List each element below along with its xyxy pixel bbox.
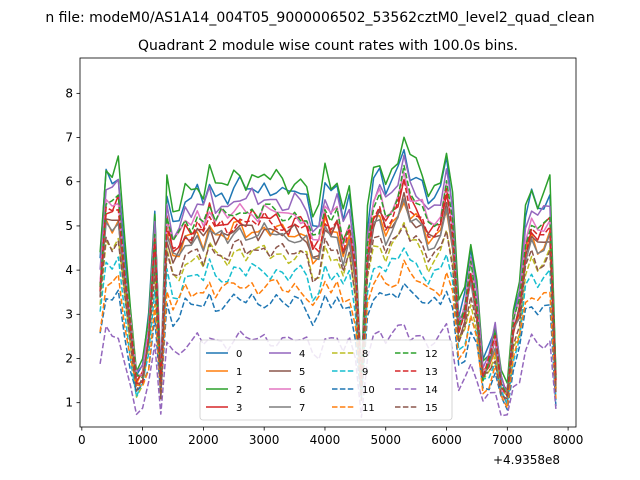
legend-label-12: 12 — [425, 349, 438, 360]
x-tick-label: 2000 — [188, 433, 219, 447]
y-tick-label: 6 — [65, 175, 73, 189]
legend-label-0: 0 — [236, 349, 242, 360]
legend-label-5: 5 — [299, 367, 305, 378]
y-tick-label: 3 — [65, 307, 73, 321]
plot-area: 0 1000 2000 3000 4000 5000 6000 7000 80001234567… — [65, 57, 584, 447]
legend-label-11: 11 — [362, 403, 375, 414]
legend-label-7: 7 — [299, 403, 305, 414]
y-tick-label: 8 — [65, 86, 73, 100]
series-line-10 — [99, 282, 557, 411]
legend-frame — [199, 339, 453, 421]
legend-label-9: 9 — [362, 367, 368, 378]
legend-label-10: 10 — [362, 385, 375, 396]
legend-label-14: 14 — [425, 385, 438, 396]
y-tick-label: 5 — [65, 219, 73, 233]
axes-frame — [79, 57, 577, 428]
legend-label-2: 2 — [236, 385, 242, 396]
legend-label-4: 4 — [299, 349, 305, 360]
x-tick-label: 5000 — [370, 433, 401, 447]
x-tick-label: 1000 — [127, 433, 158, 447]
series-line-9 — [99, 247, 557, 405]
legend-label-6: 6 — [299, 385, 305, 396]
x-tick-label: 7000 — [492, 433, 523, 447]
x-tick-label: 0 — [78, 433, 86, 447]
series-line-4 — [99, 154, 557, 399]
y-tick-label: 1 — [65, 396, 73, 410]
y-tick-label: 2 — [65, 352, 73, 366]
legend-label-1: 1 — [236, 367, 242, 378]
y-tick-label: 4 — [65, 263, 73, 277]
x-tick-label: 6000 — [431, 433, 462, 447]
legend-label-3: 3 — [236, 403, 242, 414]
legend-label-8: 8 — [362, 349, 368, 360]
series-line-14 — [99, 322, 557, 418]
y-tick-label: 7 — [65, 131, 73, 145]
legend-label-15: 15 — [425, 403, 438, 414]
x-tick-label: 4000 — [310, 433, 341, 447]
legend-label-13: 13 — [425, 367, 438, 378]
chart-suptitle: n file: modeM0/AS1A14_004T05_9000006502_… — [45, 10, 594, 26]
x-tick-label: 8000 — [553, 433, 584, 447]
x-axis-offset-label: +4.9358e8 — [493, 453, 560, 467]
series-group — [99, 136, 557, 418]
series-line-11 — [99, 259, 557, 409]
chart-title: Quadrant 2 module wise count rates with … — [138, 38, 518, 54]
x-tick-label: 3000 — [249, 433, 280, 447]
series-line-15 — [99, 224, 557, 402]
